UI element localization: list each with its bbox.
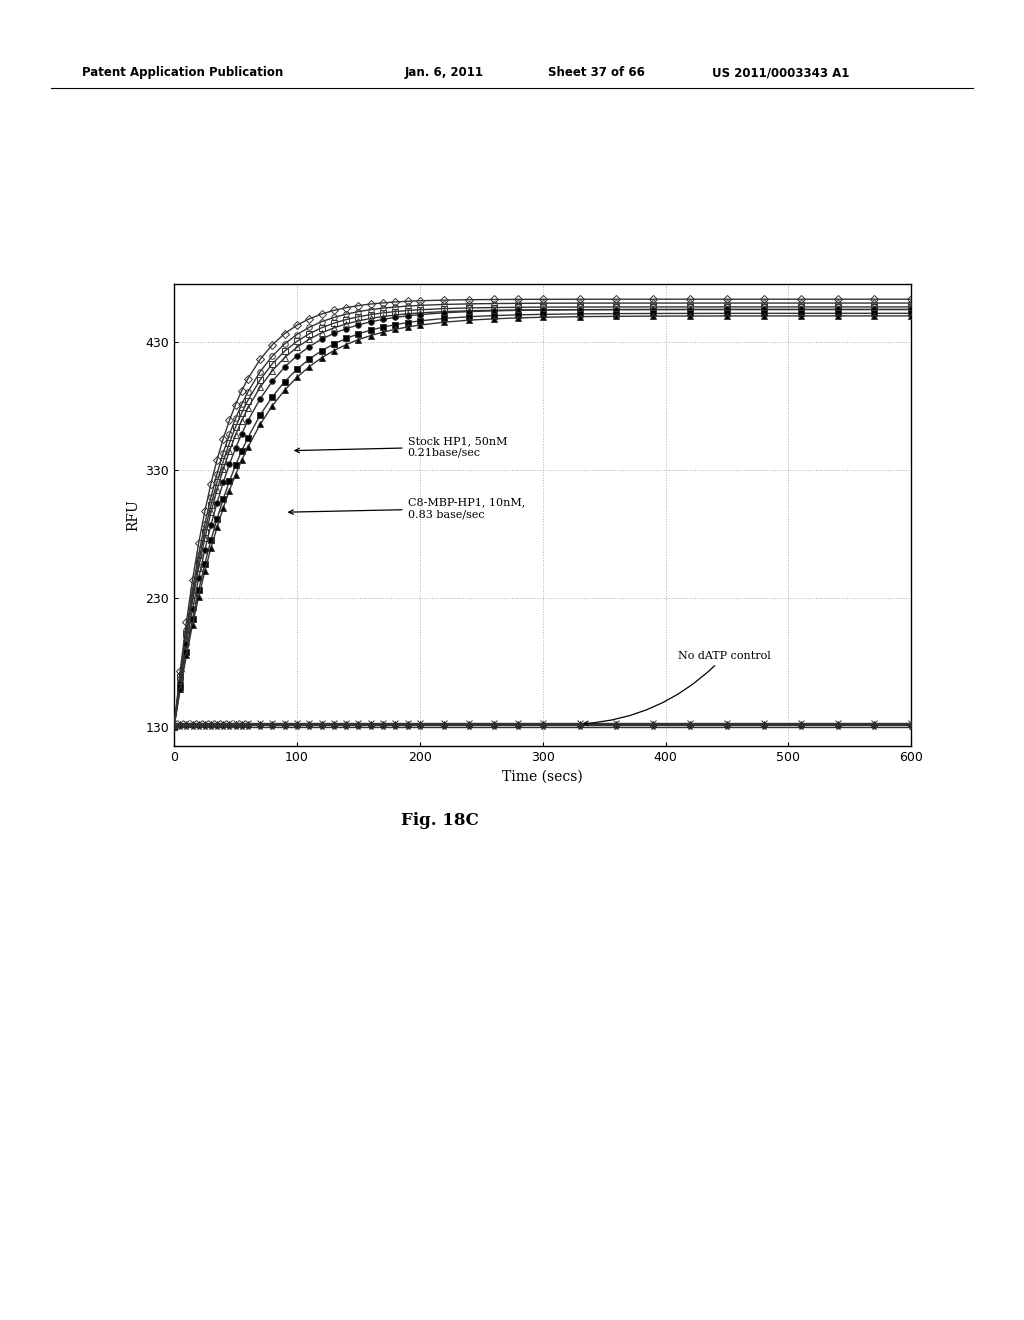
Y-axis label: RFU: RFU xyxy=(126,499,140,531)
Text: Sheet 37 of 66: Sheet 37 of 66 xyxy=(548,66,645,79)
Text: Patent Application Publication: Patent Application Publication xyxy=(82,66,284,79)
Text: US 2011/0003343 A1: US 2011/0003343 A1 xyxy=(712,66,849,79)
Text: Stock HP1, 50nM
0.21base/sec: Stock HP1, 50nM 0.21base/sec xyxy=(295,436,507,458)
Text: No dATP control: No dATP control xyxy=(584,651,771,726)
Text: C8-MBP-HP1, 10nM,
0.83 base/sec: C8-MBP-HP1, 10nM, 0.83 base/sec xyxy=(289,498,525,519)
X-axis label: Time (secs): Time (secs) xyxy=(503,770,583,783)
Text: Jan. 6, 2011: Jan. 6, 2011 xyxy=(404,66,483,79)
Text: Fig. 18C: Fig. 18C xyxy=(401,812,479,829)
